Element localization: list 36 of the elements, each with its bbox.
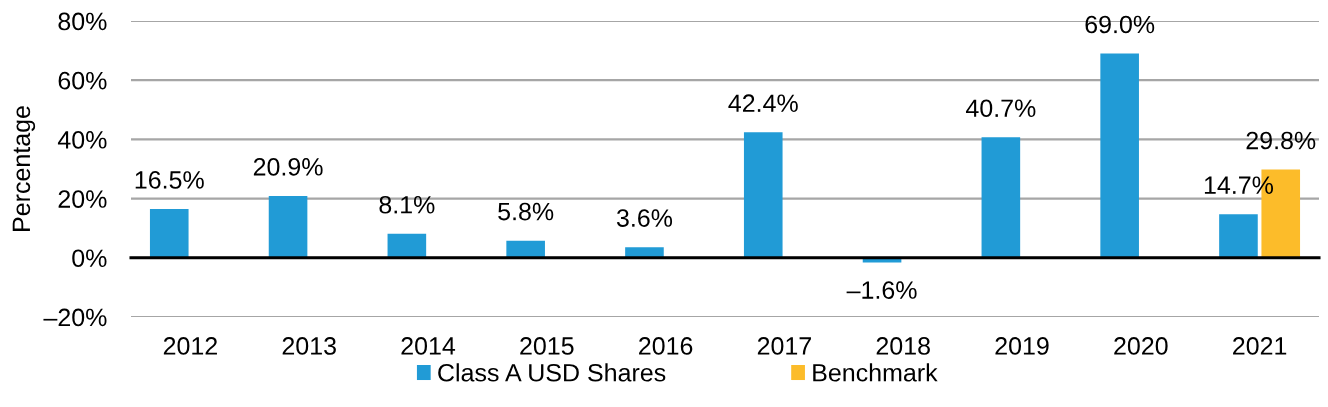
x-tick-label: 2016 [639,337,693,355]
data-label: 3.6% [616,209,673,227]
y-tick-label: 40% [57,131,107,149]
legend-label: Class A USD Shares [438,363,666,382]
y-tick-label: 60% [58,71,107,90]
bar [1100,53,1139,258]
data-label: 16.5% [135,171,204,189]
x-tick-label: 2018 [876,337,930,355]
y-tick-label: 80% [58,12,107,31]
data-label: 40.7% [965,99,1036,118]
y-tick-label: 0% [72,249,107,268]
y-tick-label: 20% [58,190,107,208]
bar [981,137,1021,258]
legend-label: Benchmark [813,363,938,382]
x-tick-label: 2020 [1114,337,1168,355]
x-tick-label: 2014 [401,337,456,355]
data-label: 5.8% [498,202,554,221]
y-axis-title: Percentage [12,106,36,231]
x-tick-label: 2015 [520,337,574,355]
data-label: 20.9% [253,158,323,176]
x-tick-label: 2021 [1233,337,1287,355]
bar [387,233,427,258]
x-tick-label: 2012 [163,337,217,355]
x-tick-label: 2013 [282,337,336,355]
x-tick-label: 2017 [757,337,811,355]
bar [149,208,189,258]
bar [1219,214,1258,258]
y-tick-label: –20% [43,308,107,327]
data-label: –1.6% [846,281,917,299]
data-label: 69.0% [1085,15,1155,34]
data-label: 29.8% [1246,131,1316,150]
x-tick-label: 2019 [995,337,1049,355]
data-label: 8.1% [379,195,435,214]
bar [743,132,783,258]
bar [268,195,308,258]
data-label: 42.4% [728,94,798,112]
